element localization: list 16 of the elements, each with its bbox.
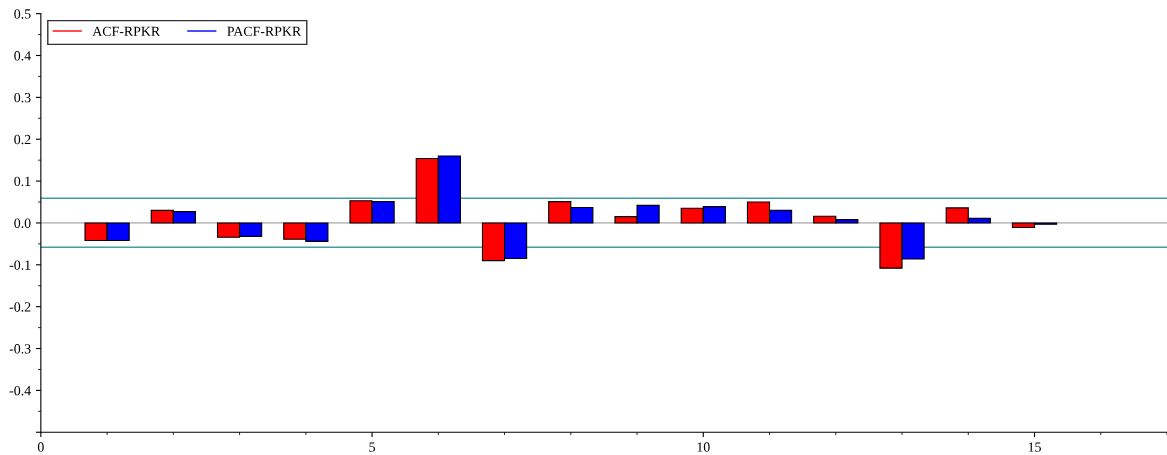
y-tick-label: 0.0 [14,218,31,228]
y-tick-label: 0.3 [14,92,31,103]
y-tick-label: 0.2 [14,134,31,145]
x-tick-label: 10 [697,442,710,452]
y-tick-label: -0.3 [9,344,31,354]
y-tick-label: 0.5 [14,9,31,19]
legend-label: ACF-RPKR [92,26,161,37]
y-tick-label: 0.1 [14,176,31,187]
y-tick-label: -0.1 [9,260,31,270]
legend-label: PACF-RPKR [227,26,302,37]
y-tick-label: -0.4 [9,385,31,396]
x-tick-label: 5 [369,442,375,452]
x-tick-label: 15 [1028,442,1041,452]
y-tick-label: -0.2 [9,302,31,312]
y-tick-label: 0.4 [14,51,31,61]
x-tick-label: 0 [37,442,44,452]
